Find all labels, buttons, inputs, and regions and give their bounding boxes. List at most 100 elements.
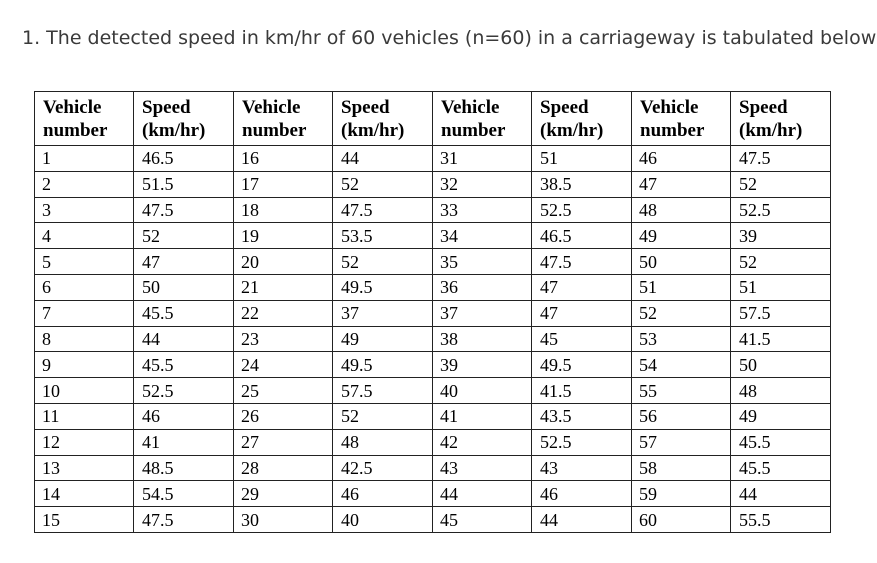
vehicle-number-cell: 13 [34, 454, 134, 482]
vehicle-number-cell: 15 [34, 506, 134, 533]
speed-cell: 46.5 [133, 145, 234, 172]
vehicle-number-cell: 3 [34, 196, 134, 224]
speed-cell: 52 [730, 170, 831, 198]
vehicle-number-cell: 42 [432, 428, 532, 456]
vehicle-number-cell: 28 [233, 454, 333, 482]
speed-cell: 52 [332, 170, 433, 198]
header-line: (km/hr) [540, 120, 604, 141]
speed-cell: 50 [133, 273, 234, 301]
vehicle-number-cell: 43 [432, 454, 532, 482]
vehicle-number-cell: 54 [631, 351, 731, 379]
speed-cell: 57.5 [730, 299, 831, 327]
vehicle-number-cell: 7 [34, 299, 134, 327]
speed-cell: 48 [332, 428, 433, 456]
header-vehicle-number: Vehicle number [233, 91, 333, 146]
speed-cell: 52.5 [730, 196, 831, 224]
speed-cell: 47 [133, 248, 234, 275]
speed-cell: 54.5 [133, 480, 234, 508]
speed-cell: 52.5 [133, 377, 234, 404]
vehicle-number-cell: 58 [631, 454, 731, 482]
table-header-row: Vehicle number Speed (km/hr) Vehicle number Sp… [34, 91, 831, 146]
table-row: 15 47.5 30 40 45 44 60 55.5 [34, 506, 831, 533]
speed-cell: 44 [531, 506, 632, 533]
speed-cell: 47 [531, 273, 632, 301]
table-row: 9 45.5 24 49.5 39 49.5 54 50 [34, 351, 831, 379]
speed-cell: 44 [332, 145, 433, 172]
speed-cell: 49 [332, 325, 433, 353]
vehicle-number-cell: 6 [34, 273, 134, 301]
speed-cell: 41.5 [730, 325, 831, 353]
speed-cell: 44 [133, 325, 234, 353]
vehicle-number-cell: 48 [631, 196, 731, 224]
header-line: Vehicle [441, 97, 500, 118]
speed-cell: 46 [332, 480, 433, 508]
table-row: 7 45.5 22 37 37 47 52 57.5 [34, 299, 831, 327]
vehicle-number-cell: 4 [34, 222, 134, 250]
vehicle-number-cell: 31 [432, 145, 532, 172]
table-row: 10 52.5 25 57.5 40 41.5 55 48 [34, 377, 831, 404]
vehicle-number-cell: 52 [631, 299, 731, 327]
table-row: 13 48.5 28 42.5 43 43 58 45.5 [34, 454, 831, 482]
speed-cell: 52 [332, 402, 433, 430]
header-line: number [441, 120, 506, 141]
vehicle-number-cell: 59 [631, 480, 731, 508]
speed-cell: 52 [332, 248, 433, 275]
vehicle-number-cell: 9 [34, 351, 134, 379]
vehicle-number-cell: 35 [432, 248, 532, 275]
vehicle-number-cell: 5 [34, 248, 134, 275]
speed-cell: 47.5 [531, 248, 632, 275]
header-speed: Speed (km/hr) [133, 91, 234, 146]
vehicle-number-cell: 25 [233, 377, 333, 404]
speed-cell: 44 [730, 480, 831, 508]
vehicle-number-cell: 55 [631, 377, 731, 404]
header-line: Speed [540, 97, 589, 118]
header-speed: Speed (km/hr) [730, 91, 831, 146]
header-line: Vehicle [43, 97, 102, 118]
vehicle-number-cell: 47 [631, 170, 731, 198]
vehicle-number-cell: 39 [432, 351, 532, 379]
speed-cell: 52 [133, 222, 234, 250]
vehicle-number-cell: 36 [432, 273, 532, 301]
header-vehicle-number: Vehicle number [432, 91, 532, 146]
speed-cell: 52.5 [531, 428, 632, 456]
header-line: number [640, 120, 705, 141]
vehicle-number-cell: 37 [432, 299, 532, 327]
table-row: 8 44 23 49 38 45 53 41.5 [34, 325, 831, 353]
vehicle-speed-table: Vehicle number Speed (km/hr) Vehicle number Sp… [34, 91, 831, 533]
header-line: (km/hr) [739, 120, 803, 141]
vehicle-number-cell: 18 [233, 196, 333, 224]
speed-cell: 45.5 [730, 428, 831, 456]
vehicle-number-cell: 19 [233, 222, 333, 250]
table-row: 11 46 26 52 41 43.5 56 49 [34, 402, 831, 430]
speed-cell: 38.5 [531, 170, 632, 198]
speed-cell: 45.5 [133, 351, 234, 379]
vehicle-number-cell: 49 [631, 222, 731, 250]
vehicle-number-cell: 51 [631, 273, 731, 301]
vehicle-number-cell: 57 [631, 428, 731, 456]
speed-cell: 49 [730, 402, 831, 430]
speed-cell: 45 [531, 325, 632, 353]
table-row: 5 47 20 52 35 47.5 50 52 [34, 248, 831, 275]
question-text: 1. The detected speed in km/hr of 60 veh… [22, 27, 877, 49]
vehicle-number-cell: 14 [34, 480, 134, 508]
vehicle-number-cell: 24 [233, 351, 333, 379]
header-line: (km/hr) [142, 120, 206, 141]
vehicle-number-cell: 21 [233, 273, 333, 301]
vehicle-number-cell: 44 [432, 480, 532, 508]
vehicle-number-cell: 41 [432, 402, 532, 430]
speed-cell: 39 [730, 222, 831, 250]
speed-cell: 51 [531, 145, 632, 172]
header-line: (km/hr) [341, 120, 405, 141]
vehicle-number-cell: 27 [233, 428, 333, 456]
speed-cell: 45.5 [730, 454, 831, 482]
vehicle-number-cell: 23 [233, 325, 333, 353]
speed-cell: 47 [531, 299, 632, 327]
vehicle-number-cell: 1 [34, 145, 134, 172]
speed-cell: 49.5 [332, 351, 433, 379]
vehicle-number-cell: 20 [233, 248, 333, 275]
speed-cell: 46 [133, 402, 234, 430]
table-body: 1 46.5 16 44 31 51 46 47.5 2 51.5 17 52 32 38.5 47 52 3 4… [34, 145, 831, 533]
speed-cell: 45.5 [133, 299, 234, 327]
vehicle-number-cell: 8 [34, 325, 134, 353]
speed-cell: 48 [730, 377, 831, 404]
